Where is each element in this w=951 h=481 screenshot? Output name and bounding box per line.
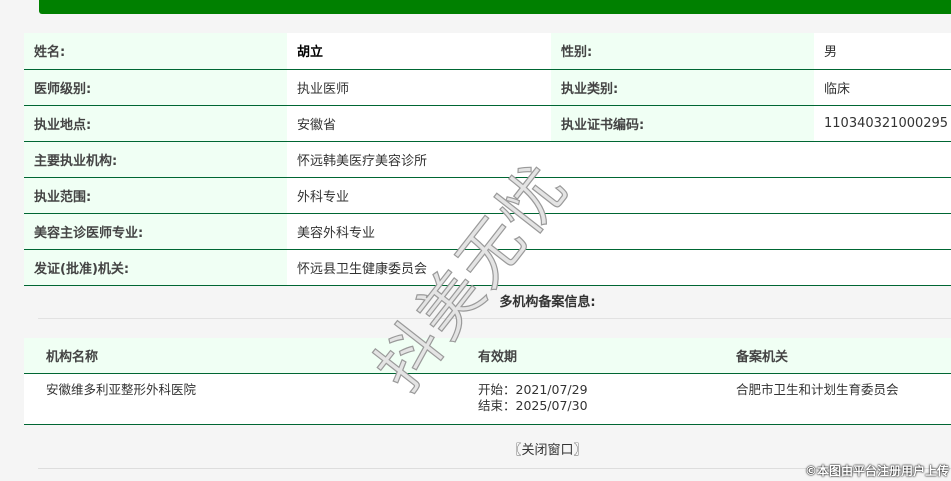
col-authority: 备案机关 [714,338,951,374]
validity: 开始：2021/07/29 结束：2025/07/30 [456,373,714,425]
table-row: 美容主诊医师专业: 美容外科专业 [24,213,951,250]
location-value: 安徽省 [287,105,551,142]
end-date: 结束：2025/07/30 [478,397,588,413]
authority: 合肥市卫生和计划生育委员会 [714,373,951,425]
institution-value: 怀远韩美医疗美容诊所 [287,141,951,178]
issuer-value: 怀远县卫生健康委员会 [287,249,951,286]
specialty-value: 美容外科专业 [287,213,951,250]
multi-institution-table: 机构名称 有效期 备案机关 安徽维多利亚整形外科医院 开始：2021/07/29… [24,338,951,425]
table-row: 主要执业机构: 怀远韩美医疗美容诊所 [24,141,951,178]
footer-watermark: ©本图由平台注册用户上传 [804,464,949,478]
start-date: 开始：2021/07/29 [478,381,588,397]
close-window-link[interactable]: 〖关闭窗口〗 [508,443,587,458]
table-row: 执业地点: 安徽省 执业证书编码: 110340321000295 [24,105,951,142]
specialty-label: 美容主诊医师专业: [24,213,287,250]
table-row: 安徽维多利亚整形外科医院 开始：2021/07/29 结束：2025/07/30 … [24,373,951,425]
institution-label: 主要执业机构: [24,141,287,178]
table-row: 执业范围: 外科专业 [24,177,951,214]
category-label: 执业类别: [551,69,814,106]
level-value: 执业医师 [287,69,551,106]
category-value: 临床 [814,69,951,106]
col-validity: 有效期 [456,338,714,374]
notice-banner [39,0,951,14]
level-label: 医师级别: [24,69,287,106]
cert-value: 110340321000295 [814,105,951,142]
gender-value: 男 [814,33,951,70]
org-name: 安徽维多利亚整形外科医院 [24,373,456,425]
gender-label: 性别: [551,33,814,70]
doctor-info-table: 姓名: 胡立 性别: 男 医师级别: 执业医师 执业类别: 临床 执业地点: 安… [24,33,951,286]
name-label: 姓名: [24,33,287,70]
scope-label: 执业范围: [24,177,287,214]
issuer-label: 发证(批准)机关: [24,249,287,286]
section-title: 多机构备案信息: [38,286,951,319]
close-window-row: 〖关闭窗口〗 [38,438,951,469]
col-org: 机构名称 [24,338,456,374]
table-header: 机构名称 有效期 备案机关 [24,338,951,374]
location-label: 执业地点: [24,105,287,142]
table-row: 发证(批准)机关: 怀远县卫生健康委员会 [24,249,951,286]
table-row: 姓名: 胡立 性别: 男 [24,33,951,70]
name-value: 胡立 [287,33,551,70]
table-row: 医师级别: 执业医师 执业类别: 临床 [24,69,951,106]
scope-value: 外科专业 [287,177,951,214]
cert-label: 执业证书编码: [551,105,814,142]
